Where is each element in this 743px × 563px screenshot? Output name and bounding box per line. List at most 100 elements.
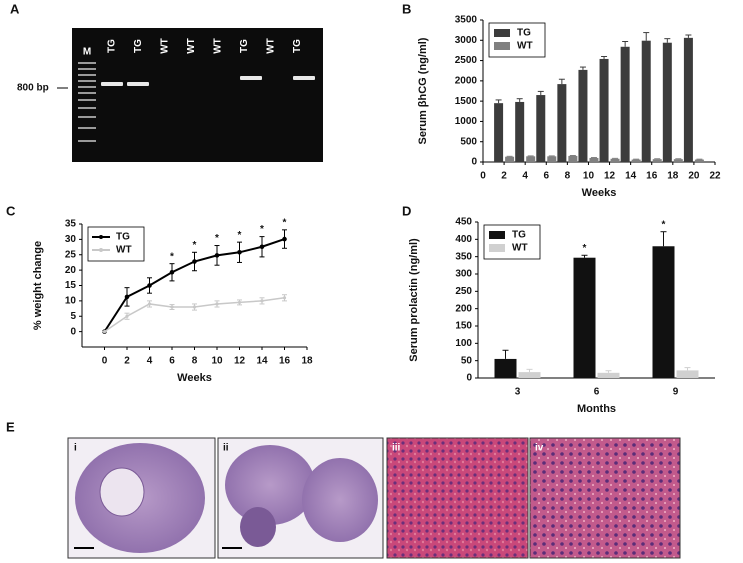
y-tick-label: 15: [65, 280, 77, 291]
x-tick-label: 9: [673, 387, 679, 398]
x-tick-label: 16: [646, 171, 658, 182]
y-tick-label: 200: [455, 303, 472, 314]
significance-marker: *: [170, 251, 174, 262]
lane-label: M: [83, 47, 91, 58]
bar: [547, 156, 557, 162]
x-tick-label: 6: [594, 387, 600, 398]
legend-box: [87, 226, 145, 262]
y-tick-label: 3500: [455, 15, 478, 26]
significance-marker: *: [283, 217, 287, 228]
significance-marker: *: [662, 219, 666, 230]
point: [169, 269, 175, 275]
x-tick-label: 0: [480, 171, 486, 182]
x-tick-label: 18: [301, 356, 313, 367]
ladder: [78, 62, 96, 142]
x-tick-label: 8: [192, 356, 198, 367]
image-label: i: [74, 443, 77, 454]
y-tick-label: 400: [455, 234, 472, 245]
significance-marker: *: [193, 240, 197, 251]
bar: [641, 40, 651, 162]
size-label: 800 bp: [17, 83, 49, 94]
bar: [599, 58, 609, 162]
y-tick-label: 5: [70, 311, 76, 322]
x-tick-label: 12: [234, 356, 246, 367]
lane-label: TG: [239, 39, 250, 53]
point: [215, 302, 219, 306]
y-axis-title: % weight change: [32, 241, 44, 330]
point: [147, 283, 152, 288]
x-axis-title: Weeks: [582, 187, 617, 199]
point: [237, 300, 242, 305]
x-tick-label: 2: [501, 171, 507, 182]
bar: [673, 159, 683, 162]
legend-label: WT: [512, 243, 528, 254]
point: [260, 299, 264, 303]
x-tick-label: 14: [625, 171, 637, 182]
bar: [578, 69, 588, 162]
bar: [683, 37, 693, 163]
bar: [694, 159, 704, 162]
tissue: [302, 458, 378, 542]
gel-image: [72, 28, 323, 162]
histology-image: [386, 437, 529, 559]
y-axis-title: Serum βhCG (ng/ml): [417, 37, 429, 144]
y-tick-label: 10: [65, 296, 77, 307]
y-tick-label: 2000: [455, 75, 478, 86]
legend-label: WT: [517, 41, 533, 52]
lane-label: TG: [133, 39, 144, 53]
point: [214, 253, 220, 258]
point: [147, 302, 152, 306]
x-tick-label: 8: [565, 171, 571, 182]
point: [282, 296, 287, 300]
tissue: [240, 507, 276, 547]
tissue: [225, 445, 315, 525]
panel-label: D: [402, 203, 411, 218]
lane-label: WT: [213, 38, 224, 54]
point: [282, 236, 287, 242]
line: [104, 297, 285, 333]
lane-label: WT: [186, 38, 197, 54]
bar: [662, 42, 672, 162]
lane-labels: TG TG WT WT WT TG WT TG: [107, 38, 304, 54]
image-label: ii: [223, 443, 229, 454]
x-tick-label: 2: [124, 356, 130, 367]
bar: [589, 157, 599, 162]
significance-marker: *: [238, 230, 242, 241]
x-tick-label: 22: [709, 171, 721, 182]
cyst: [99, 467, 145, 517]
y-tick-label: 35: [65, 219, 77, 230]
legend-label: TG: [116, 232, 130, 243]
y-tick-label: 3000: [455, 35, 478, 46]
y-tick-label: 300: [455, 269, 472, 280]
histology-image: [529, 437, 681, 559]
significance-marker: *: [260, 224, 264, 235]
point: [102, 330, 107, 334]
y-tick-label: 30: [65, 234, 77, 245]
bar: [518, 372, 541, 378]
x-axis-title: Weeks: [177, 372, 212, 384]
legend-label: TG: [517, 28, 531, 39]
x-tick-label: 16: [279, 356, 291, 367]
point: [124, 294, 130, 300]
bar: [676, 370, 699, 378]
x-tick-label: 10: [211, 356, 223, 367]
image-label: iv: [535, 443, 544, 454]
image-label: iii: [392, 443, 401, 454]
bar: [494, 103, 504, 162]
x-axis-title: Months: [577, 403, 616, 415]
y-tick-label: 0: [70, 326, 76, 337]
x-tick-label: 12: [604, 171, 616, 182]
legend-swatch: [494, 29, 510, 37]
legend-swatch: [494, 42, 510, 50]
panel-label: A: [10, 1, 20, 16]
x-tick-label: 4: [147, 356, 153, 367]
x-tick-label: 6: [169, 356, 175, 367]
point: [170, 305, 174, 309]
point: [125, 314, 129, 318]
y-tick-label: 1000: [455, 116, 478, 127]
bar: [526, 156, 536, 162]
x-tick-label: 10: [583, 171, 595, 182]
y-tick-label: 350: [455, 251, 472, 262]
